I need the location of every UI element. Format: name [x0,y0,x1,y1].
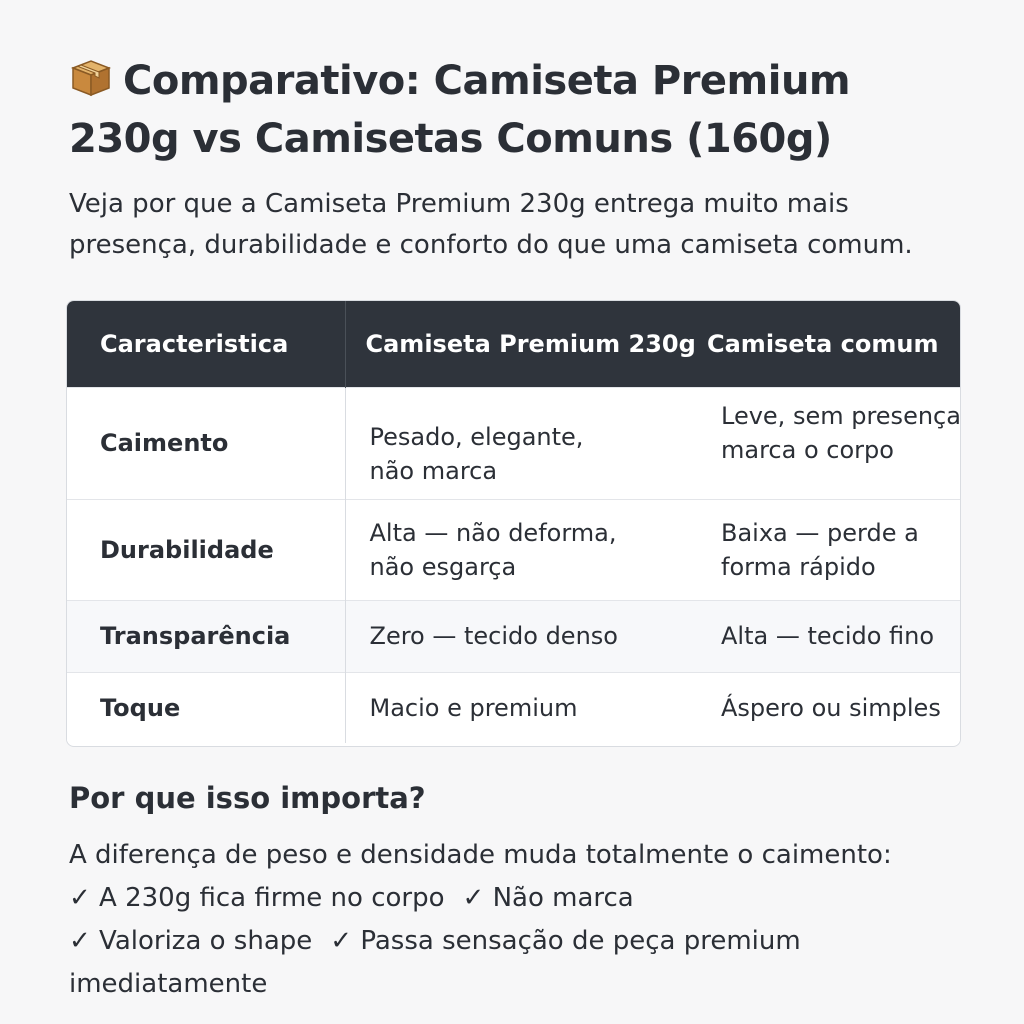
page-title: Comparativo: Camiseta Premium 230g vs Ca… [69,52,959,168]
benefit-line: ✓ A 230g fica firme no corpo ✓ Não marca [69,877,969,920]
table-row: Caimento Pesado, elegante, não marca Lev… [67,387,961,499]
table-row: Transparência Zero — tecido denso Alta —… [67,600,960,672]
column-header-feature: Caracteristica [67,301,346,387]
premium-cell: Zero — tecido denso [369,622,618,650]
common-cell-line: Leve, sem presença, [721,402,961,430]
benefit-item: ✓ Passa sensação de peça premium imediat… [69,926,801,999]
common-cell-line: forma rápido [721,552,876,581]
common-cell-line: Baixa — perde a [721,518,919,547]
common-cell: Leve, sem presença, marca o corpo [697,387,961,499]
benefit-line: ✓ Valoriza o shape ✓ Passa sensação de pe… [69,920,969,1006]
table-header-row: Caracteristica Camiseta Premium 230g Cam… [67,301,960,387]
common-cell: Baixa — perde a forma rápido [697,499,960,600]
feature-cell: Toque [67,672,346,743]
table-row: Durabilidade Alta — não deforma, não esg… [67,499,960,600]
feature-cell: Transparência [67,600,346,672]
premium-cell: Pesado, elegante, não marca [345,387,697,499]
column-header-premium: Camiseta Premium 230g [365,329,696,358]
common-cell-line: marca o corpo [721,436,894,464]
table-row: Toque Macio e premium Áspero ou simples [67,672,960,743]
why-section-body: A diferença de peso e densidade muda tot… [69,834,969,1006]
page-title-text: Comparativo: Camiseta Premium 230g vs Ca… [69,58,851,162]
premium-cell-line: Pesado, elegante, [369,423,584,451]
premium-cell-line: não esgarça [369,552,517,581]
premium-cell-line: não marca [369,457,498,485]
premium-cell: Macio e premium [369,693,578,722]
why-intro-text: A diferença de peso e densidade muda tot… [69,840,892,870]
benefit-item: ✓ Valoriza o shape [69,926,313,956]
premium-cell: Alta — não deforma, não esgarça [345,499,697,600]
why-section-title: Por que isso importa? [69,781,426,815]
feature-cell: Caimento [67,387,346,499]
comparison-table: Caracteristica Camiseta Premium 230g Cam… [66,300,961,747]
comparison-page: Comparativo: Camiseta Premium 230g vs Ca… [66,52,961,999]
common-cell: Alta — tecido fino [721,622,935,650]
page-subtitle: Veja por que a Camiseta Premium 230g ent… [69,189,913,260]
common-cell: Áspero ou simples [721,693,941,722]
column-header-common: Camiseta comum [707,329,939,358]
premium-cell-line: Alta — não deforma, [369,518,617,547]
benefit-item: ✓ Não marca [462,883,634,913]
feature-cell: Durabilidade [67,499,346,600]
package-box-icon [70,60,112,97]
benefit-item: ✓ A 230g fica firme no corpo [69,883,445,913]
